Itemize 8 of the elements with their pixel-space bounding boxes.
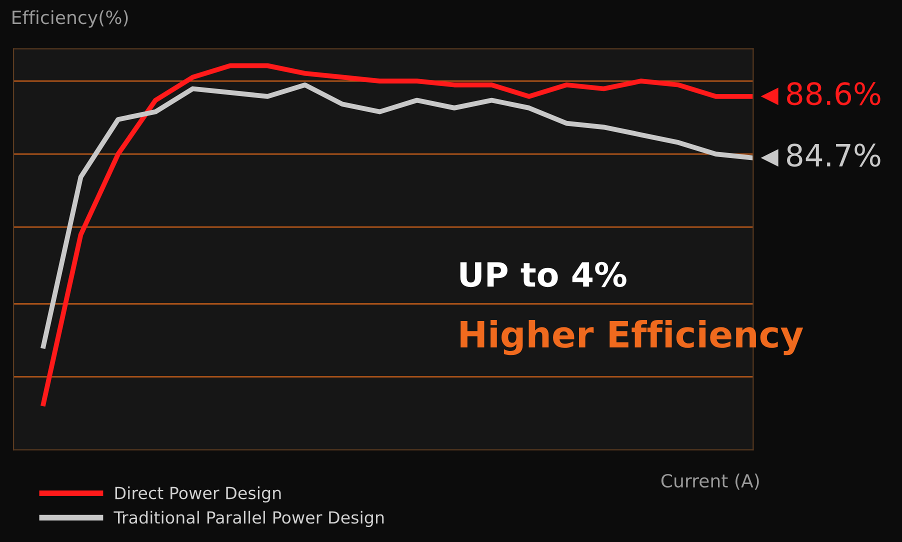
legend-label: Direct Power Design bbox=[115, 486, 281, 503]
text: 84.7% bbox=[786, 144, 880, 167]
annotation: UP to 4% bbox=[460, 262, 626, 288]
legend-label: Traditional Parallel Power Design bbox=[114, 510, 384, 527]
y-axis-title: Efficiency(%) bbox=[12, 10, 128, 28]
text: 88.6% bbox=[786, 82, 880, 106]
x-axis-title: Current (A) bbox=[661, 474, 759, 490]
annotation: Higher Efficiency bbox=[460, 320, 804, 356]
